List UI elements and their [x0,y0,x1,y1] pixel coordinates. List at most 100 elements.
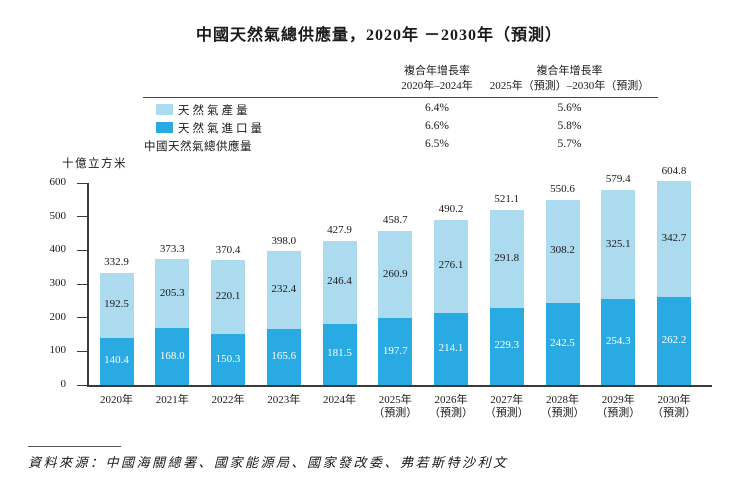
bar-segment-import [155,328,190,385]
total-value-label: 579.4 [605,173,631,186]
bar-segment-production [434,219,468,313]
y-tick-mark [77,283,87,285]
bar-segment-production [155,259,190,329]
bar-segment-import [378,318,413,385]
bar-segment-import [489,307,524,385]
x-axis-label-forecast: （預測） [540,407,585,419]
total-value-label: 332.9 [104,256,129,269]
cagr-value-total-2: 5.7% [557,138,582,150]
cagr-column-header-2020-2024: 複合年增長率 2020年–2024年 [377,64,497,93]
import-value-label: 168.0 [159,349,185,362]
bar-segment-production [266,251,301,330]
source-note: 資料來源：中國海關總署、國家能源局、國家發改委、弗若斯特沙利文 [28,455,509,470]
y-tick-mark [77,384,87,386]
import-value-label: 254.3 [605,335,631,348]
production-value-label: 205.3 [159,286,185,299]
legend-row-total-supply: 中國天然氣總供應量 6.5% 5.7% [0,138,733,153]
bar-segment-import [545,303,580,385]
legend-label-import: 天然氣進口量 [178,123,265,135]
import-color-swatch [156,122,173,133]
y-tick-label: 100 [49,344,67,357]
import-value-label: 214.1 [438,341,464,354]
cagr-header-line1: 複合年增長率 [404,65,470,77]
y-tick-label: 300 [49,277,67,289]
chart-title: 中國天然氣總供應量，2020年 －2030年（預測） [195,27,562,44]
bar-segment-import [322,323,357,385]
cagr-header-line2: 2020年–2024年 [401,79,473,92]
cagr-column-header-2025-2030: 複合年增長率 2025年（預測）–2030年（預測） [482,64,657,93]
y-tick-mark [77,350,87,352]
bar-segment-import [601,299,636,385]
x-axis-label-forecast: （預測） [373,407,418,419]
legend-row-gas-production: 天然氣產量 6.4% 5.6% [0,102,733,117]
production-value-label: 342.7 [661,232,687,245]
production-value-label: 192.5 [104,298,129,311]
y-tick-mark [77,317,87,319]
legend-label-production: 天然氣產量 [178,105,251,117]
x-axis-label-year: 2024年 [323,394,356,406]
x-axis-label-year: 2020年 [100,394,133,406]
import-value-label: 197.7 [382,344,408,357]
legend-row-gas-import: 天然氣進口量 6.6% 5.8% [0,120,733,135]
production-value-label: 246.4 [327,275,352,288]
x-axis-label-year: 2027年 [490,394,524,406]
bar-segment-production [211,260,245,335]
total-value-label: 370.4 [215,243,241,256]
bar-segment-import [434,312,468,385]
production-value-label: 220.1 [215,290,241,303]
total-value-label: 550.6 [550,183,575,196]
cagr-value-import-2: 5.8% [557,120,582,132]
cagr-value-import-1: 6.6% [425,120,449,132]
bar-segment-production [601,189,636,300]
cagr-value-production-1: 6.4% [425,102,449,114]
cagr-value-production-2: 5.6% [557,102,582,114]
import-value-label: 150.3 [215,352,241,365]
production-value-label: 260.9 [382,267,408,280]
total-value-label: 427.9 [327,224,352,237]
cagr-value-total-1: 6.5% [425,138,449,150]
cagr-header-line2: 2025年（預測）–2030年（預測） [489,79,650,92]
y-tick-mark [77,216,87,218]
total-value-label: 373.3 [159,242,185,255]
x-axis-label-year: 2028年 [546,394,579,406]
x-axis-line [87,385,712,387]
import-value-label: 242.5 [550,337,575,350]
x-axis-label-year: 2022年 [211,394,245,406]
x-axis-label-year: 2023年 [267,394,301,406]
bar-segment-production [545,199,580,304]
footnote-rule [28,446,121,447]
y-tick-label: 200 [49,310,67,323]
x-axis-label-forecast: （預測） [652,407,696,419]
import-value-label: 181.5 [327,347,352,360]
import-value-label: 229.3 [494,339,520,352]
x-axis-label-forecast: （預測） [429,407,473,419]
production-value-label: 325.1 [605,237,631,250]
total-value-label: 458.7 [382,214,408,227]
production-color-swatch [156,104,173,115]
legend-label-total-supply: 中國天然氣總供應量 [144,141,252,153]
x-axis-label-year: 2021年 [155,394,189,406]
x-axis-label-forecast: （預測） [484,407,529,419]
x-axis-label-year: 2029年 [601,394,635,406]
y-tick-label: 400 [49,243,67,256]
bar-segment-import [657,296,691,385]
bar-segment-import [266,329,301,385]
total-value-label: 604.8 [661,164,687,177]
y-tick-mark [77,249,87,251]
y-axis-unit-label: 十億立方米 [62,158,127,170]
y-tick-label: 0 [60,378,67,390]
production-value-label: 276.1 [438,259,464,272]
import-value-label: 262.2 [661,333,687,346]
y-tick-label: 600 [49,176,67,188]
y-tick-mark [77,182,87,184]
bar-segment-production [322,240,357,324]
table-header-rule [143,97,658,98]
total-value-label: 490.2 [438,203,464,216]
x-axis-label-year: 2030年 [657,394,691,406]
bar-segment-production [378,230,413,319]
bar-segment-production [657,181,691,297]
import-value-label: 140.4 [104,354,129,367]
x-axis-label-forecast: （預測） [596,407,641,419]
bar-segment-production [489,209,524,308]
